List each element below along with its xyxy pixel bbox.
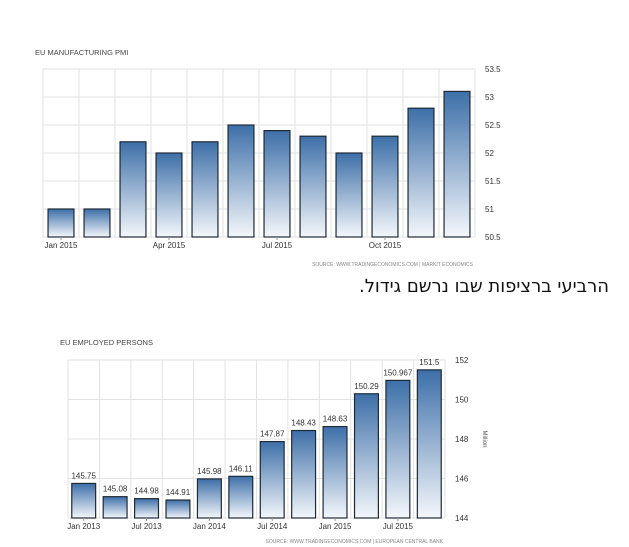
manufacturing-pmi-chart: EU MANUFACTURING PMI 53.5 53 52.5 52 51.5 51 50…: [35, 48, 501, 268]
y-tick-label: 52.5: [485, 121, 501, 130]
source-note: SOURCE: WWW.TRADINGECONOMICS.COM | MARKI…: [312, 262, 474, 268]
y-tick-label: 144: [455, 514, 469, 523]
y-tick-label: 53: [485, 93, 494, 102]
data-label: 151.5: [419, 358, 440, 367]
x-tick-label: Jan 2013: [67, 522, 100, 531]
data-label: 145.08: [103, 485, 128, 494]
data-label: 150.967: [383, 368, 412, 377]
bar: [134, 498, 160, 519]
y-tick-label: 51: [485, 205, 494, 214]
x-tick-label: Jan 2015: [45, 241, 78, 250]
source-note: SOURCE: WWW.TRADINGECONOMICS.COM | EUROP…: [265, 539, 443, 545]
bar: [119, 141, 147, 238]
bar: [196, 478, 222, 519]
chart-title: EU EMPLOYED PERSONS: [60, 338, 153, 347]
y-tick-label: 50.5: [485, 233, 501, 242]
bar: [335, 152, 363, 238]
data-label: 145.75: [71, 471, 96, 480]
y-tick-label: 148: [455, 435, 469, 444]
bar: [47, 208, 75, 238]
y-axis-label: Million: [481, 430, 487, 447]
y-tick-label: 150: [455, 396, 469, 405]
bar: [291, 429, 317, 519]
y-tick-label: 152: [455, 356, 469, 365]
x-tick-label: Jan 2014: [193, 522, 226, 531]
x-tick-label: Apr 2015: [153, 241, 186, 250]
manufacturing-pmi-svg: EU MANUFACTURING PMI 53.5 53 52.5 52 51.5 51 50…: [35, 48, 501, 268]
employed-persons-chart: EU EMPLOYED PERSONS 152 150 148 146 144 145.75…: [0, 328, 629, 547]
bar: [155, 152, 183, 238]
y-tick-label: 52: [485, 149, 494, 158]
bar: [299, 135, 327, 238]
x-tick-label: Jan 2015: [319, 522, 352, 531]
y-tick-label: 51.5: [485, 177, 501, 186]
chart-title: EU MANUFACTURING PMI: [35, 48, 128, 57]
bar: [83, 208, 111, 238]
data-label: 148.43: [291, 419, 316, 428]
bar: [71, 482, 97, 519]
bar: [371, 135, 399, 238]
data-label: 145.98: [197, 467, 222, 476]
data-label: 144.98: [134, 487, 159, 496]
data-label: 146.11: [229, 464, 253, 473]
x-tick-label: Jul 2014: [257, 522, 288, 531]
y-tick-label: 53.5: [485, 65, 501, 74]
bar: [322, 425, 348, 519]
bar: [416, 369, 442, 519]
y-tick-label: 146: [455, 475, 469, 484]
bar: [353, 393, 379, 519]
bar: [165, 499, 191, 519]
data-label: 150.29: [354, 382, 379, 391]
bar: [102, 496, 128, 519]
data-label: 147.87: [260, 430, 285, 439]
employed-persons-svg: EU EMPLOYED PERSONS 152 150 148 146 144 145.75…: [60, 338, 487, 545]
x-tick-label: Jul 2013: [131, 522, 162, 531]
bar: [191, 141, 219, 238]
bar: [407, 107, 435, 238]
bar: [263, 130, 291, 238]
data-label: 148.63: [323, 415, 348, 424]
x-tick-label: Jul 2015: [262, 241, 293, 250]
hebrew-caption: הרביעי ברציפות שבו נרשם גידול.: [358, 276, 609, 297]
data-label: 144.91: [166, 488, 191, 497]
bar: [443, 90, 471, 238]
bar: [259, 440, 285, 519]
x-tick-label: Jul 2015: [383, 522, 414, 531]
bar: [385, 379, 411, 519]
bar: [227, 124, 255, 238]
x-tick-label: Oct 2015: [369, 241, 402, 250]
bar: [228, 475, 254, 519]
